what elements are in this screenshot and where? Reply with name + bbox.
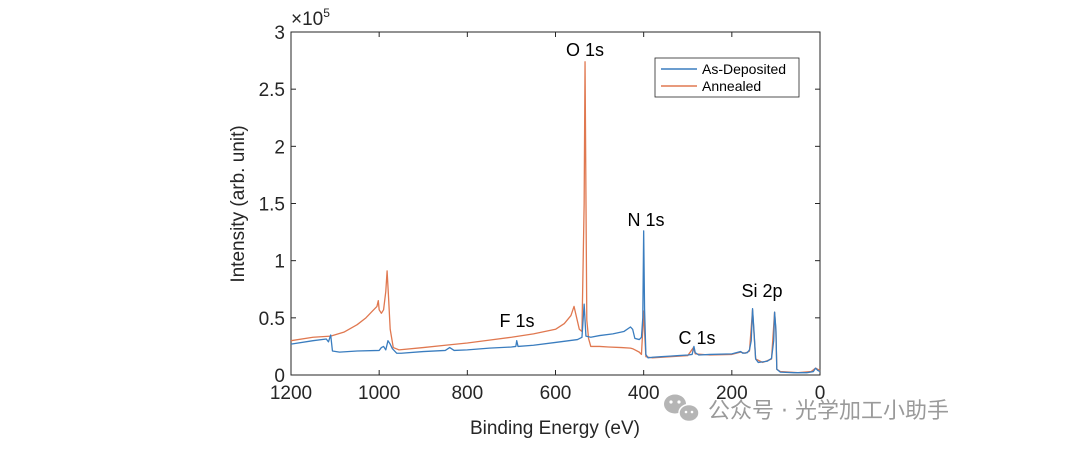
peak-label-f1s: F 1s <box>499 311 534 331</box>
y-tick-label: 0 <box>274 366 285 387</box>
legend-box <box>654 57 800 98</box>
peak-label-o1s: O 1s <box>566 40 604 60</box>
x-tick-label: 1200 <box>270 383 312 404</box>
watermark: 公众号 · 光学加工小助手 <box>664 394 949 424</box>
y-axis-label: Intensity (arb. unit) <box>228 125 249 282</box>
peak-label-si2p: Si 2p <box>741 281 782 301</box>
legend: As-Deposited Annealed <box>654 57 800 98</box>
watermark-text: 公众号 · 光学加工小助手 <box>708 399 949 424</box>
y-tick-label: 1 <box>274 252 285 273</box>
peak-label-c1s: C 1s <box>678 328 715 348</box>
y-tick-label: 2.5 <box>259 80 285 101</box>
series-line-as-deposited <box>290 230 821 374</box>
legend-label-as-deposited: As-Deposited <box>702 61 786 77</box>
x-tick-label: 0 <box>815 383 826 404</box>
y-tick-label: 2 <box>274 137 285 158</box>
series-group <box>290 61 821 374</box>
y-multiplier-exponent: 5 <box>323 6 330 20</box>
y-multiplier-base: ×10 <box>291 9 323 30</box>
x-axis-label: Binding Energy (eV) <box>470 418 640 439</box>
x-tick-label: 600 <box>540 383 572 404</box>
y-tick-label: 3 <box>274 23 285 44</box>
x-tick-label: 400 <box>628 383 660 404</box>
x-axis: 1200 1000 800 600 400 200 0 <box>270 32 825 404</box>
y-axis: 0 0.5 1 1.5 2 2.5 3 <box>259 23 820 387</box>
x-tick-label: 200 <box>716 383 748 404</box>
x-tick-label: 1000 <box>358 383 400 404</box>
wechat-icon <box>664 394 700 423</box>
peak-annotations: O 1s N 1s F 1s C 1s Si 2p <box>499 40 782 348</box>
x-tick-label: 800 <box>451 383 483 404</box>
legend-label-annealed: Annealed <box>702 78 761 94</box>
y-tick-label: 0.5 <box>259 309 285 330</box>
y-tick-label: 1.5 <box>259 195 285 216</box>
peak-label-n1s: N 1s <box>627 210 664 230</box>
y-axis-multiplier: ×105 <box>291 6 330 30</box>
